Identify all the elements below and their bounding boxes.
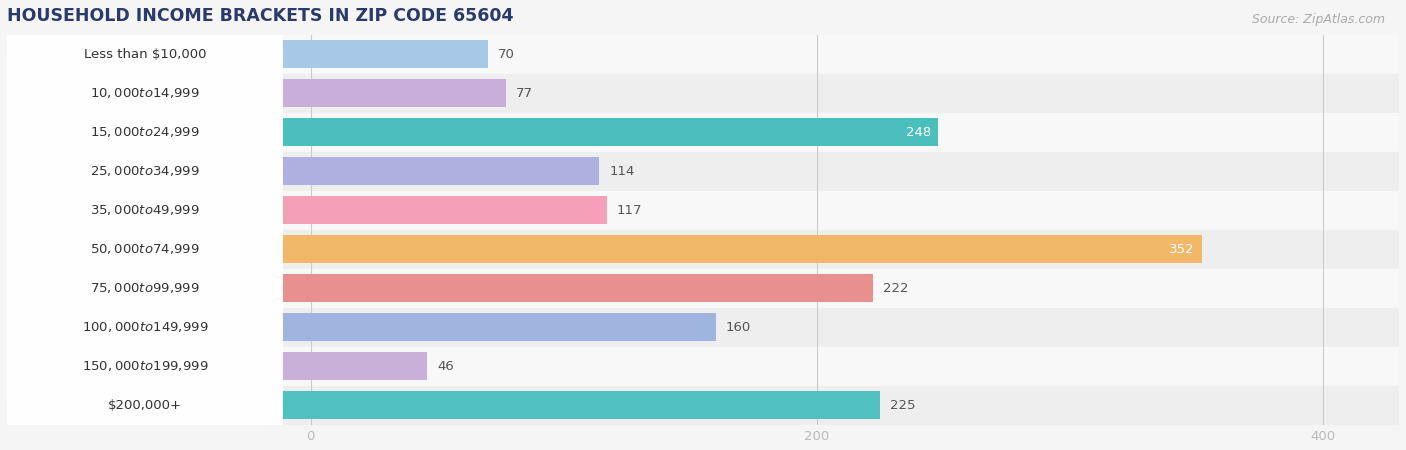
- Text: 160: 160: [725, 320, 751, 333]
- Bar: [7, 235, 1202, 263]
- FancyBboxPatch shape: [7, 5, 283, 181]
- Bar: [7, 313, 716, 341]
- Text: 77: 77: [516, 87, 533, 100]
- Text: $75,000 to $99,999: $75,000 to $99,999: [90, 281, 200, 295]
- Text: 352: 352: [1168, 243, 1194, 256]
- Bar: [7, 391, 880, 419]
- FancyBboxPatch shape: [7, 0, 283, 142]
- Text: 117: 117: [617, 204, 643, 217]
- Text: $25,000 to $34,999: $25,000 to $34,999: [90, 164, 200, 178]
- Bar: [7, 113, 1399, 152]
- Text: 114: 114: [609, 165, 634, 178]
- FancyBboxPatch shape: [7, 122, 283, 298]
- Text: $50,000 to $74,999: $50,000 to $74,999: [90, 242, 200, 256]
- Text: $15,000 to $24,999: $15,000 to $24,999: [90, 125, 200, 139]
- FancyBboxPatch shape: [7, 317, 283, 450]
- Text: $100,000 to $149,999: $100,000 to $149,999: [82, 320, 208, 334]
- FancyBboxPatch shape: [7, 200, 283, 376]
- Bar: [7, 352, 427, 380]
- Text: $10,000 to $14,999: $10,000 to $14,999: [90, 86, 200, 100]
- Bar: [7, 152, 1399, 191]
- Text: Less than $10,000: Less than $10,000: [83, 48, 207, 61]
- Text: 70: 70: [498, 48, 515, 61]
- Bar: [7, 269, 1399, 308]
- FancyBboxPatch shape: [7, 83, 283, 259]
- Bar: [7, 386, 1399, 424]
- Text: $150,000 to $199,999: $150,000 to $199,999: [82, 359, 208, 373]
- FancyBboxPatch shape: [7, 239, 283, 415]
- Bar: [7, 40, 488, 68]
- FancyBboxPatch shape: [7, 161, 283, 337]
- Text: 46: 46: [437, 360, 454, 373]
- Bar: [7, 274, 873, 302]
- Bar: [7, 196, 607, 224]
- Text: Source: ZipAtlas.com: Source: ZipAtlas.com: [1251, 14, 1385, 27]
- Text: HOUSEHOLD INCOME BRACKETS IN ZIP CODE 65604: HOUSEHOLD INCOME BRACKETS IN ZIP CODE 65…: [7, 7, 513, 25]
- Bar: [7, 191, 1399, 230]
- Bar: [7, 118, 938, 146]
- Text: 248: 248: [905, 126, 931, 139]
- Text: $200,000+: $200,000+: [108, 399, 181, 411]
- Bar: [7, 79, 506, 107]
- FancyBboxPatch shape: [7, 44, 283, 220]
- Bar: [7, 74, 1399, 113]
- Text: 222: 222: [883, 282, 908, 295]
- Text: $35,000 to $49,999: $35,000 to $49,999: [90, 203, 200, 217]
- Bar: [7, 346, 1399, 386]
- Bar: [7, 35, 1399, 74]
- Bar: [7, 230, 1399, 269]
- FancyBboxPatch shape: [7, 278, 283, 450]
- Text: 225: 225: [890, 399, 915, 411]
- Bar: [7, 157, 599, 185]
- Bar: [7, 308, 1399, 346]
